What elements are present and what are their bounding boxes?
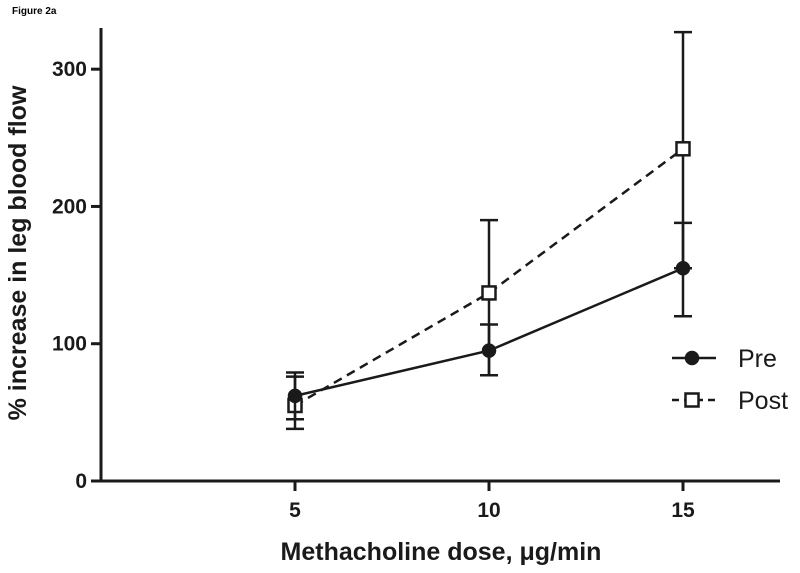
legend-marker-post bbox=[684, 392, 700, 408]
legend-item-post: Post bbox=[672, 387, 788, 415]
legend: Post Pre bbox=[672, 345, 788, 415]
y-tick-label: 0 bbox=[75, 470, 87, 493]
series-layer bbox=[286, 30, 692, 431]
y-tick-label: 300 bbox=[52, 58, 87, 81]
legend-marker-pre bbox=[684, 350, 700, 366]
x-tick-label: 10 bbox=[477, 499, 500, 522]
y-axis-title: % increase in leg blood flow bbox=[4, 85, 32, 420]
series-pre bbox=[286, 221, 692, 421]
x-tick-label: 15 bbox=[671, 499, 695, 522]
x-tick-label: 5 bbox=[289, 499, 301, 522]
y-tick-label: 200 bbox=[52, 195, 87, 218]
axes: 0 100 200 300 5 10 15 bbox=[52, 28, 780, 522]
legend-item-pre: Pre bbox=[672, 345, 777, 373]
data-point-pre bbox=[675, 260, 691, 276]
data-point-post bbox=[481, 285, 497, 301]
figure-label: Figure 2a bbox=[12, 6, 57, 17]
data-point-post bbox=[675, 141, 691, 157]
y-tick-label: 100 bbox=[52, 333, 87, 356]
data-point-pre bbox=[481, 343, 497, 358]
legend-label-pre: Pre bbox=[738, 345, 777, 373]
legend-label-post: Post bbox=[738, 387, 788, 415]
x-axis-title: Methacholine dose, μg/min bbox=[281, 538, 602, 566]
data-point-pre bbox=[287, 388, 303, 404]
